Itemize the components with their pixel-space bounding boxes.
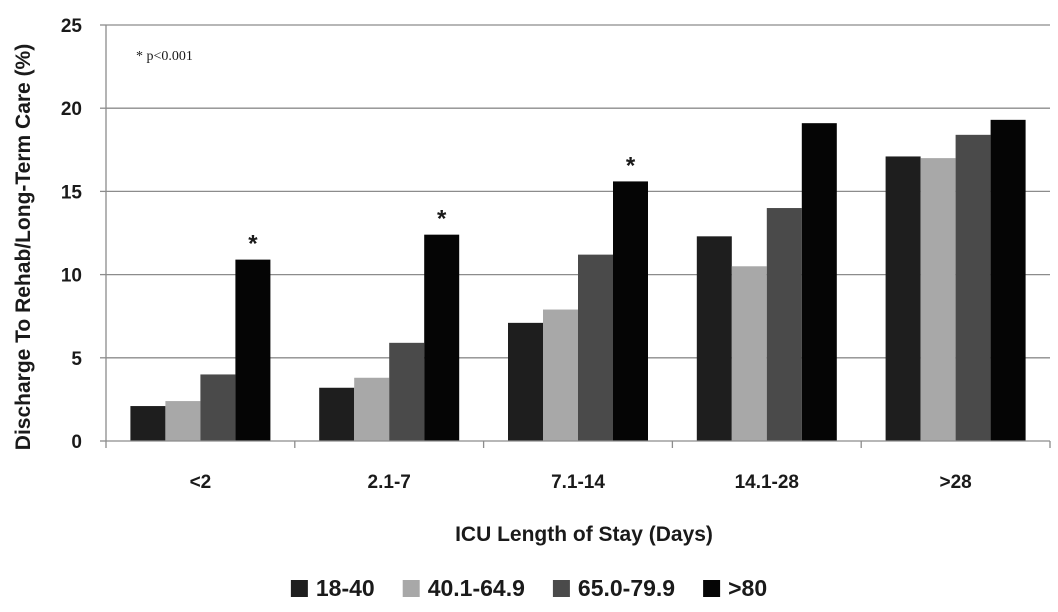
y-tick-label: 0 xyxy=(71,432,82,453)
legend-label: 65.0-79.9 xyxy=(578,575,675,601)
legend: 18-40 40.1-64.9 65.0-79.9 >80 xyxy=(290,575,767,601)
x-tick-label: <2 xyxy=(190,472,212,493)
bar xyxy=(319,387,355,441)
bar xyxy=(578,254,613,441)
significance-star: * xyxy=(248,231,258,258)
legend-swatch xyxy=(552,580,570,597)
x-axis-label: ICU Length of Stay (Days) xyxy=(455,523,713,546)
legend-swatch xyxy=(703,580,721,597)
significance-note: * p<0.001 xyxy=(136,49,193,64)
bar xyxy=(354,377,390,441)
y-axis-label: Discharge To Rehab/Long-Term Care (%) xyxy=(12,44,35,450)
legend-label: 40.1-64.9 xyxy=(428,575,525,601)
bar xyxy=(165,401,201,441)
legend-item: >80 xyxy=(703,575,767,601)
bars xyxy=(130,119,1026,442)
bar xyxy=(766,208,802,441)
bar xyxy=(613,181,648,441)
bar xyxy=(731,266,767,441)
legend-item: 65.0-79.9 xyxy=(552,575,675,601)
x-tick-labels: <2 2.1-7 7.1-14 14.1-28 >28 xyxy=(190,472,972,493)
bar xyxy=(424,234,460,441)
bar xyxy=(801,123,837,442)
x-tick-label: 2.1-7 xyxy=(368,472,411,493)
legend-label: 18-40 xyxy=(316,575,375,601)
bar xyxy=(508,322,543,441)
y-tick-label: 25 xyxy=(61,16,83,37)
bar xyxy=(955,134,991,441)
legend-swatch xyxy=(290,580,308,597)
y-tick-label: 20 xyxy=(61,99,82,120)
y-tick-label: 10 xyxy=(61,266,82,287)
bar xyxy=(389,342,425,441)
x-tick-label: 7.1-14 xyxy=(551,472,605,493)
bar xyxy=(200,374,236,441)
y-tick-labels: 0 5 10 15 20 25 xyxy=(61,16,83,453)
x-tick-label: >28 xyxy=(939,472,971,493)
significance-star: * xyxy=(437,206,447,233)
legend-item: 40.1-64.9 xyxy=(402,575,525,601)
y-tick-label: 5 xyxy=(71,349,82,370)
significance-markers: * * * xyxy=(248,152,636,257)
bar xyxy=(235,259,271,441)
legend-item: 18-40 xyxy=(290,575,375,601)
x-tick-label: 14.1-28 xyxy=(735,472,799,493)
axes xyxy=(100,24,1051,448)
significance-star: * xyxy=(626,152,636,179)
bar xyxy=(920,158,956,441)
bar xyxy=(885,156,921,441)
legend-swatch xyxy=(402,580,420,597)
y-tick-label: 15 xyxy=(61,182,83,203)
bar xyxy=(990,119,1026,442)
legend-label: >80 xyxy=(728,575,767,601)
bar xyxy=(543,309,578,441)
bar xyxy=(130,406,166,441)
bar xyxy=(696,236,732,441)
